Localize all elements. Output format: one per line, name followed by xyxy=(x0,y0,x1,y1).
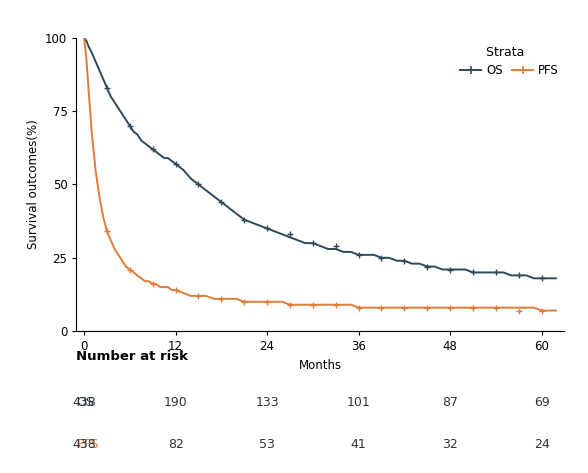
Text: Number at risk: Number at risk xyxy=(76,350,188,363)
Text: PFS: PFS xyxy=(76,438,99,451)
Legend: OS, PFS: OS, PFS xyxy=(455,41,563,82)
Text: 101: 101 xyxy=(347,396,370,409)
Text: 69: 69 xyxy=(534,396,549,409)
Y-axis label: Survival outcomes(%): Survival outcomes(%) xyxy=(26,120,39,249)
Text: 438: 438 xyxy=(72,396,96,409)
Text: 190: 190 xyxy=(163,396,188,409)
Text: 53: 53 xyxy=(259,438,275,451)
Text: 82: 82 xyxy=(168,438,183,451)
Text: 133: 133 xyxy=(255,396,279,409)
Text: 41: 41 xyxy=(350,438,366,451)
Text: 87: 87 xyxy=(442,396,458,409)
X-axis label: Months: Months xyxy=(299,359,342,372)
Text: 438: 438 xyxy=(72,438,96,451)
Text: 32: 32 xyxy=(442,438,458,451)
Text: 24: 24 xyxy=(534,438,549,451)
Text: OS: OS xyxy=(76,396,94,409)
